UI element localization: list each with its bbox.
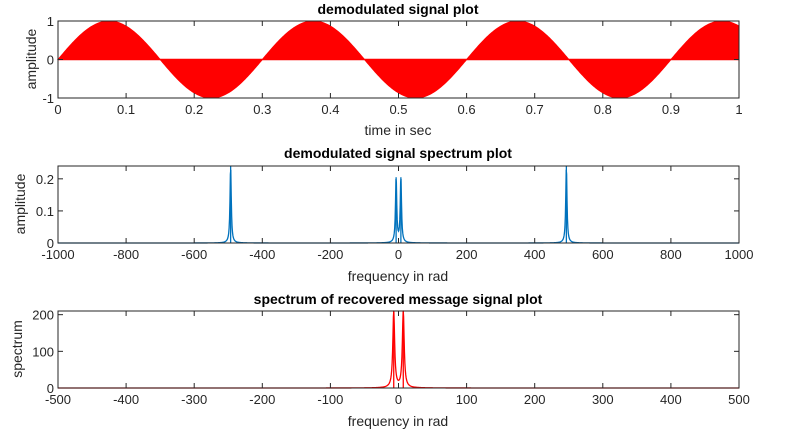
x-tick-label: -600 [181,247,207,262]
panel-1-xlabel: time in sec [365,122,432,138]
panel-demodulated-signal: demodulated signal plot 0 0.1 0.2 0.3 0.4 0.5… [23,1,743,138]
y-tick-label: 0 [47,381,54,396]
y-tick-label: 100 [32,344,54,359]
x-tick-label: -400 [249,247,275,262]
x-tick-label: 200 [524,392,546,407]
y-tick-label: 0.2 [36,172,54,187]
x-tick-label: 800 [660,247,682,262]
x-tick-label: 0.9 [662,102,680,117]
x-tick-label: 500 [728,392,750,407]
y-tick-label: 1 [47,14,54,29]
panel-demodulated-spectrum: demodulated signal spectrum plot -1000 -8… [12,145,753,284]
y-tick-label: 0 [47,53,54,68]
x-tick-label: 1 [735,102,742,117]
panel-1-title: demodulated signal plot [317,1,478,17]
x-tick-label: 0.3 [253,102,271,117]
panel-2-title: demodulated signal spectrum plot [284,145,512,161]
x-tick-label: 0 [54,102,61,117]
y-tick-label: 200 [32,308,54,323]
x-tick-label: 0.7 [526,102,544,117]
x-tick-label: 400 [524,247,546,262]
x-tick-label: 0 [395,392,402,407]
x-tick-label: -100 [317,392,343,407]
panel-3-ylabel: spectrum [9,320,25,378]
x-tick-label: 200 [456,247,478,262]
x-tick-label: 0.5 [389,102,407,117]
x-tick-label: -800 [113,247,139,262]
panel-2-xlabel: frequency in rad [348,268,448,284]
x-tick-label: 600 [592,247,614,262]
panel-1-ylabel: amplitude [23,28,39,89]
x-tick-label: 0.8 [594,102,612,117]
y-tick-label: 0.1 [36,204,54,219]
panel-recovered-spectrum: spectrum of recovered message signal plo… [9,291,750,429]
x-tick-label: 400 [660,392,682,407]
x-tick-label: 300 [592,392,614,407]
panel-3-ticks: -500 -400 -300 -200 -100 0 100 200 300 400 500 0 100… [32,308,750,407]
x-tick-label: -200 [317,247,343,262]
x-tick-label: 0.1 [117,102,135,117]
x-tick-label: -400 [113,392,139,407]
x-tick-label: 0.6 [458,102,476,117]
x-tick-label: -1000 [41,247,74,262]
x-tick-label: -500 [45,392,71,407]
x-tick-label: 100 [456,392,478,407]
panel-2-ticks: -1000 -800 -600 -400 -200 0 200 400 600 800 1000 0 0… [36,166,754,262]
panel-3-xlabel: frequency in rad [348,413,448,429]
panel-1-ticks: 0 0.1 0.2 0.3 0.4 0.5 0.6 0.7 0.8 0.9 1-101 [42,14,742,117]
x-tick-label: -200 [249,392,275,407]
x-tick-label: 0.4 [321,102,339,117]
y-tick-label: -1 [42,91,54,106]
x-tick-label: -300 [181,392,207,407]
x-tick-label: 0.2 [185,102,203,117]
panel-2-ylabel: amplitude [12,173,28,234]
panel-1-plot-area [56,20,740,99]
x-tick-label: 1000 [725,247,754,262]
x-tick-label: 0 [395,247,402,262]
series-demodulated-carrier [58,21,739,98]
y-tick-label: 0 [47,236,54,251]
panel-3-title: spectrum of recovered message signal plo… [254,291,543,307]
